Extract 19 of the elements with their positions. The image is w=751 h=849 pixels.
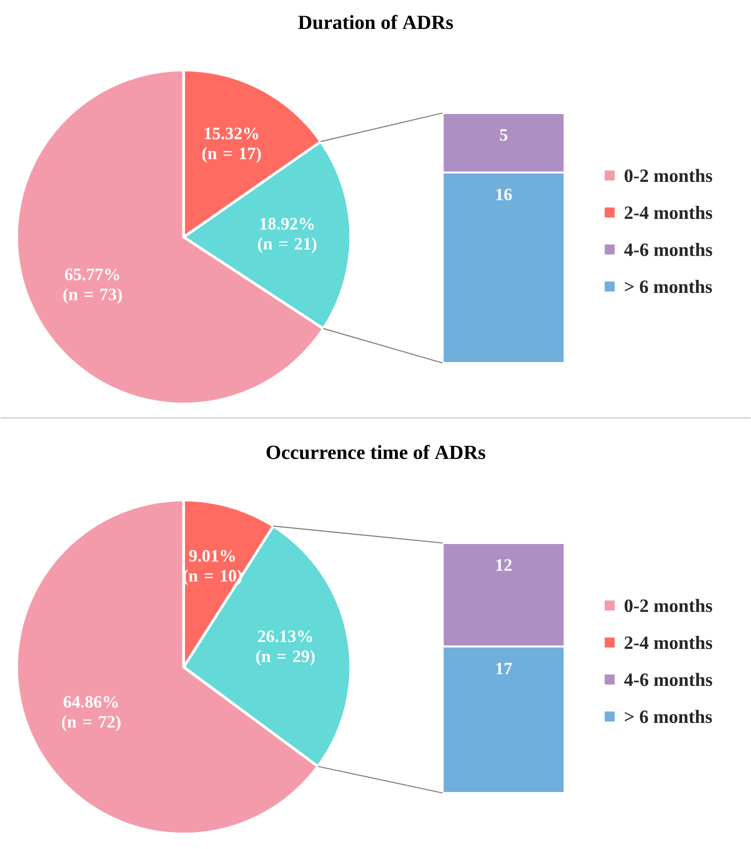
data-label: 65.77% (n = 73) xyxy=(63,268,122,304)
legend-label: 4-6 months xyxy=(624,242,712,256)
category-label: 2-4 months xyxy=(624,206,712,220)
chart-title: Duration of ADRs xyxy=(298,14,453,30)
data-label: 64.86% (n = 72) xyxy=(62,696,120,732)
text: > 6 months xyxy=(624,710,712,724)
data-label: 5 xyxy=(500,129,508,141)
data-label: 16 xyxy=(496,188,512,200)
data-label: 17 xyxy=(496,662,512,674)
data-label: 18.92% (n = 21) xyxy=(258,218,316,254)
chart-title: Occurrence time of ADRs xyxy=(266,444,486,460)
data-label: 15.32% (n = 17) xyxy=(202,128,261,163)
category-label: 0-2 months xyxy=(624,168,712,182)
category-label: 0-2 months xyxy=(624,598,712,612)
data-label: 12 xyxy=(496,559,512,571)
category-label: 2-4 months xyxy=(624,636,712,650)
text: > 6 months xyxy=(624,280,712,294)
legend-label: 4-6 months xyxy=(624,672,712,686)
data-label: 26.13% (n = 29) xyxy=(256,630,315,666)
